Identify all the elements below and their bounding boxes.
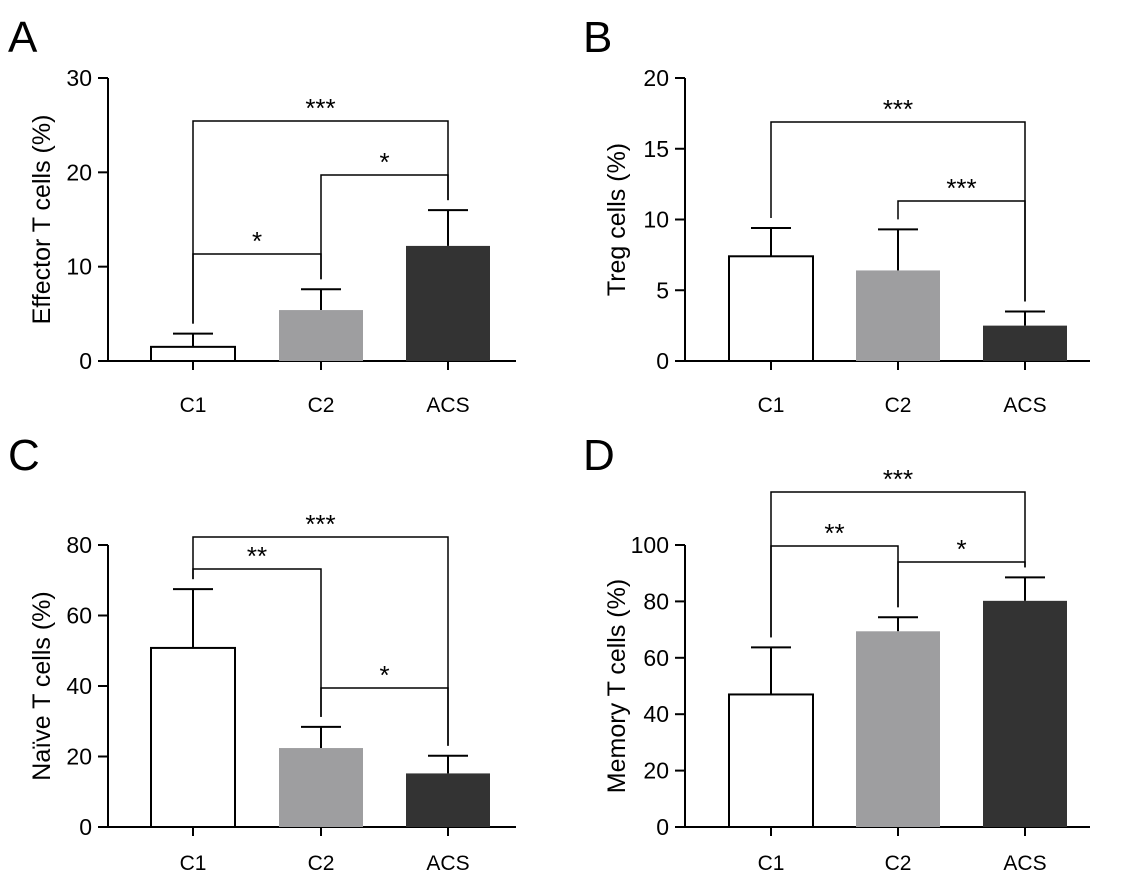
- y-tick-label: 15: [643, 136, 669, 162]
- y-axis-title: Treg cells (%): [603, 143, 631, 296]
- y-tick-label: 0: [79, 814, 92, 840]
- y-tick-label: 60: [66, 603, 92, 629]
- bar-c1: [728, 255, 814, 363]
- y-tick-label: 40: [66, 673, 92, 699]
- panel-b: B Treg cells (%) 0 5 10 15 20 C1 C2 ACS *** ***: [583, 13, 1090, 417]
- significance-bracket: [320, 687, 449, 746]
- category-label: C2: [885, 852, 912, 875]
- significance-label: *: [956, 534, 966, 564]
- bar-c1: [150, 345, 236, 363]
- significance-bracket: [770, 491, 1026, 638]
- significance-label: *: [379, 147, 389, 177]
- y-axis-title: Effector T cells (%): [28, 115, 56, 325]
- panel-letter: B: [583, 13, 612, 62]
- category-label: C1: [180, 394, 207, 417]
- category-label: ACS: [426, 852, 469, 875]
- panel-letter: C: [8, 431, 40, 480]
- y-tick-label: 10: [643, 207, 669, 233]
- bar-c2: [279, 748, 363, 827]
- bar-acs: [983, 600, 1067, 827]
- significance-bracket: [192, 536, 449, 746]
- category-label: C2: [885, 394, 912, 417]
- y-tick-label: 20: [643, 65, 669, 91]
- bar-acs: [406, 773, 490, 827]
- significance-bracket: [897, 561, 1026, 608]
- significance-bracket: [770, 545, 899, 638]
- panel-letter: D: [583, 431, 615, 480]
- significance-label: **: [247, 541, 267, 571]
- bar-acs: [983, 325, 1067, 361]
- category-label: ACS: [426, 394, 469, 417]
- y-tick-label: 20: [66, 744, 92, 770]
- y-tick-label: 80: [643, 588, 669, 614]
- y-tick-label: 20: [643, 758, 669, 784]
- significance-bracket: [770, 121, 1026, 302]
- y-tick-label: 5: [656, 277, 669, 303]
- bar-c2: [279, 310, 363, 361]
- category-label: ACS: [1003, 394, 1046, 417]
- y-tick-label: 100: [631, 532, 669, 558]
- bar-c1: [728, 693, 814, 829]
- category-label: C1: [180, 852, 207, 875]
- y-tick-label: 80: [66, 532, 92, 558]
- panel-letter: A: [8, 13, 38, 62]
- y-tick-label: 30: [66, 65, 92, 91]
- y-tick-label: 60: [643, 645, 669, 671]
- bar-acs: [406, 245, 490, 361]
- significance-label: *: [252, 226, 262, 256]
- bar-c2: [856, 270, 940, 361]
- y-axis-title: Naïve T cells (%): [28, 591, 56, 780]
- y-tick-label: 0: [656, 348, 669, 374]
- y-tick-label: 40: [643, 701, 669, 727]
- significance-bracket: [192, 120, 449, 324]
- significance-label: ***: [305, 509, 335, 539]
- category-label: C2: [308, 852, 335, 875]
- bar-c2: [856, 631, 940, 827]
- category-label: C2: [308, 394, 335, 417]
- y-tick-label: 10: [66, 254, 92, 280]
- category-label: ACS: [1003, 852, 1046, 875]
- significance-label: ***: [883, 94, 913, 124]
- bar-c1: [150, 646, 236, 828]
- y-tick-label: 20: [66, 159, 92, 185]
- y-axis-title: Memory T cells (%): [603, 579, 631, 793]
- category-label: C1: [758, 852, 785, 875]
- significance-label: **: [824, 518, 844, 548]
- significance-label: ***: [883, 464, 913, 494]
- significance-label: *: [379, 660, 389, 690]
- category-label: C1: [758, 394, 785, 417]
- y-tick-label: 0: [79, 348, 92, 374]
- significance-label: ***: [305, 93, 335, 123]
- significance-label: ***: [946, 173, 976, 203]
- y-tick-label: 0: [656, 814, 669, 840]
